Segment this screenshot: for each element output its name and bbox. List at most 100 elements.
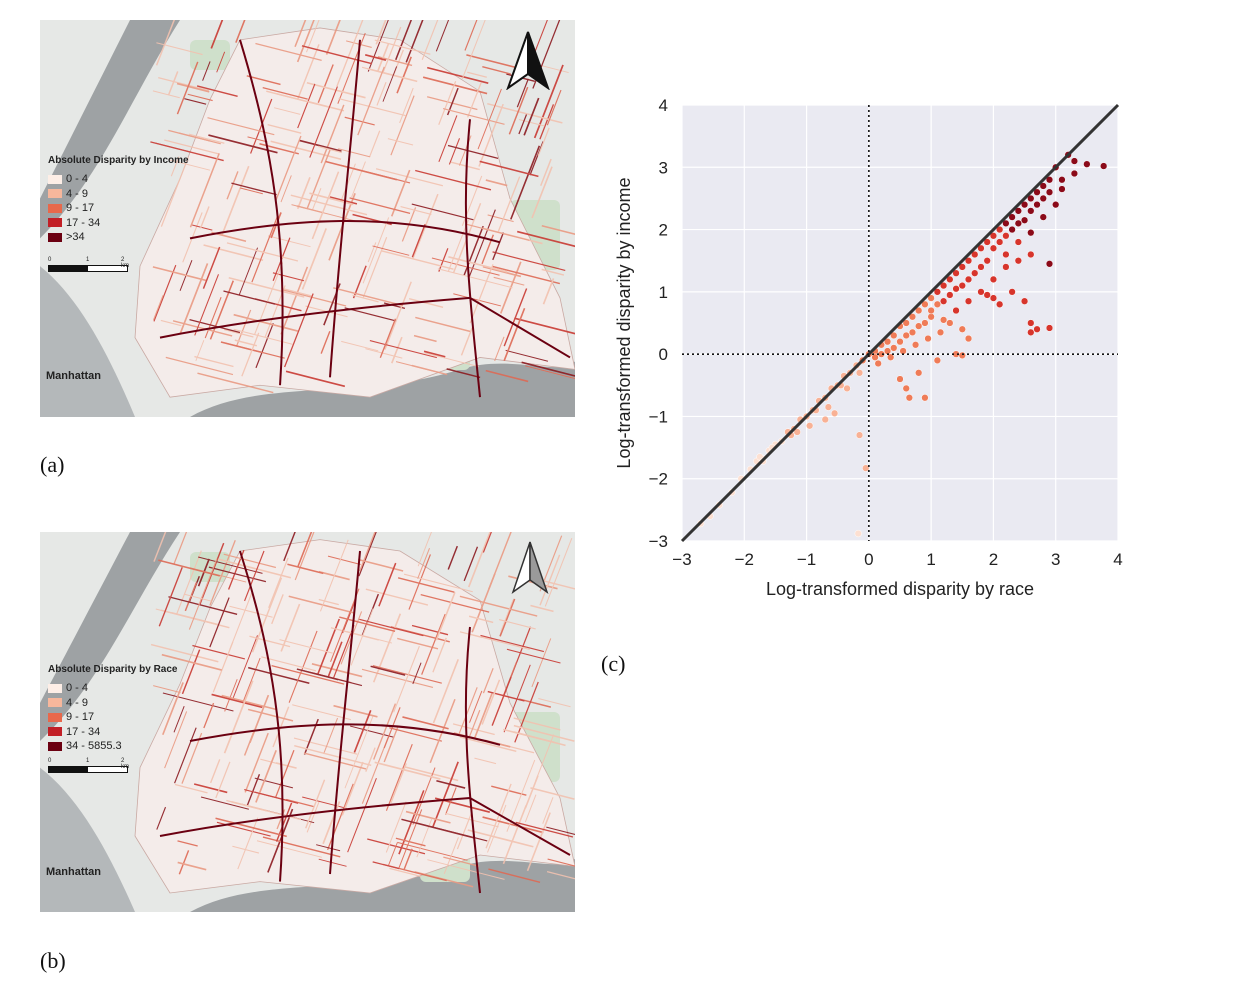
scatter-point xyxy=(939,297,948,305)
legend-title: Absolute Disparity by Race xyxy=(48,664,178,675)
scatter-point xyxy=(843,384,851,393)
scatter-point xyxy=(806,422,814,430)
scatter-point xyxy=(921,319,929,327)
x-tick-label: −3 xyxy=(672,550,691,569)
y-tick-label: −1 xyxy=(649,407,668,426)
scatter-point xyxy=(911,341,920,349)
scatter-point xyxy=(1014,238,1022,246)
legend-label: 0 - 4 xyxy=(66,173,89,186)
y-axis-title: Log-transformed disparity by income xyxy=(614,177,634,468)
scatter-point xyxy=(1020,201,1029,209)
scatter-point xyxy=(921,394,929,402)
scatter-point xyxy=(871,353,879,361)
scatter-point xyxy=(874,359,882,368)
scatter-point xyxy=(887,353,895,361)
scatter-point xyxy=(933,288,942,296)
scatter-point xyxy=(927,294,935,302)
scatter-point xyxy=(902,384,910,393)
scatter-point xyxy=(946,319,954,327)
y-tick-label: 2 xyxy=(659,221,668,240)
scatter-point xyxy=(964,297,973,305)
scatter-point xyxy=(830,409,839,417)
scatter-point xyxy=(971,269,979,277)
scatter-point xyxy=(958,263,966,271)
scatter-point xyxy=(1045,324,1054,332)
scatter-point xyxy=(989,232,998,240)
scatter-point xyxy=(1039,213,1047,221)
scatter-point xyxy=(862,464,870,472)
legend-swatch xyxy=(48,698,62,708)
scatter-point xyxy=(996,300,1004,308)
panel-label-c: (c) xyxy=(601,651,626,676)
scatter-point xyxy=(855,431,864,439)
scatter-point xyxy=(1052,201,1060,209)
scatter-point xyxy=(983,291,991,299)
scatter-point xyxy=(924,334,932,343)
legend-swatch xyxy=(48,174,62,184)
scatter-point xyxy=(1014,257,1022,265)
y-tick-label: 4 xyxy=(659,96,668,115)
scatter-point xyxy=(1045,176,1054,184)
y-tick-label: −2 xyxy=(649,470,668,489)
scatter-point xyxy=(1002,263,1010,271)
manhattan-label: Manhattan xyxy=(46,866,101,878)
scatter-point xyxy=(958,325,966,333)
scale-tick-0: 0 xyxy=(48,257,52,263)
scatter-point xyxy=(1027,194,1035,203)
scatter-point xyxy=(964,275,973,284)
legend-swatch xyxy=(48,741,62,751)
legend-swatch xyxy=(48,712,62,722)
legend-item: 9 - 17 xyxy=(48,710,177,725)
scatter-point xyxy=(854,529,862,538)
scatter-point xyxy=(905,394,913,402)
scatter-point xyxy=(1058,176,1066,184)
legend-item: 9 - 17 xyxy=(48,201,189,216)
scatter-point xyxy=(933,356,942,365)
identity-line xyxy=(680,103,1120,543)
scatter-point xyxy=(1008,225,1016,234)
scatter-point xyxy=(983,257,991,265)
scatter-point xyxy=(939,281,948,290)
scatter-point xyxy=(821,415,829,424)
scale-bar: 0 1 2 km xyxy=(48,257,129,272)
north-arrow-icon xyxy=(511,541,549,594)
scatter-point xyxy=(1070,157,1079,165)
y-tick-label: 3 xyxy=(659,158,668,177)
scatter-point xyxy=(1014,219,1022,227)
y-tick-label: 0 xyxy=(659,345,668,364)
legend-title: Absolute Disparity by Income xyxy=(48,155,189,166)
scatter-chart: −3 −2 −1 0 1 2 3 4 −3 −2 −1 0 1 2 3 4 Log-transformed di… xyxy=(614,96,1123,599)
scatter-point xyxy=(883,338,892,346)
scatter-point xyxy=(927,306,935,315)
scatter-point xyxy=(952,269,960,277)
legend-label: >34 xyxy=(66,231,85,244)
scatter-point xyxy=(1002,219,1010,227)
scatter-point xyxy=(977,244,985,252)
legend-item: 0 - 4 xyxy=(48,681,177,696)
scale-tick-2: 2 km xyxy=(121,257,129,269)
scatter-point xyxy=(915,306,923,315)
scatter-point xyxy=(890,331,898,340)
x-tick-label: 2 xyxy=(989,550,998,569)
legend-swatch xyxy=(48,232,62,242)
legend-swatch xyxy=(48,727,62,737)
scatter-point xyxy=(977,288,985,296)
legend-item: 17 - 34 xyxy=(48,216,189,231)
legend-label: 4 - 9 xyxy=(66,696,89,709)
scale-tick-1: 1 xyxy=(86,758,90,764)
scatter-point xyxy=(952,306,960,315)
scatter-point xyxy=(971,250,979,259)
panel-label-b: (b) xyxy=(40,948,66,973)
scatter-point xyxy=(1027,229,1035,237)
scatter-point xyxy=(1033,325,1041,333)
scale-tick-0: 0 xyxy=(48,758,52,764)
legend-swatch xyxy=(48,189,62,199)
x-tick-label: 3 xyxy=(1051,550,1060,569)
scatter-point xyxy=(1039,194,1047,203)
map-canvas xyxy=(40,20,575,417)
